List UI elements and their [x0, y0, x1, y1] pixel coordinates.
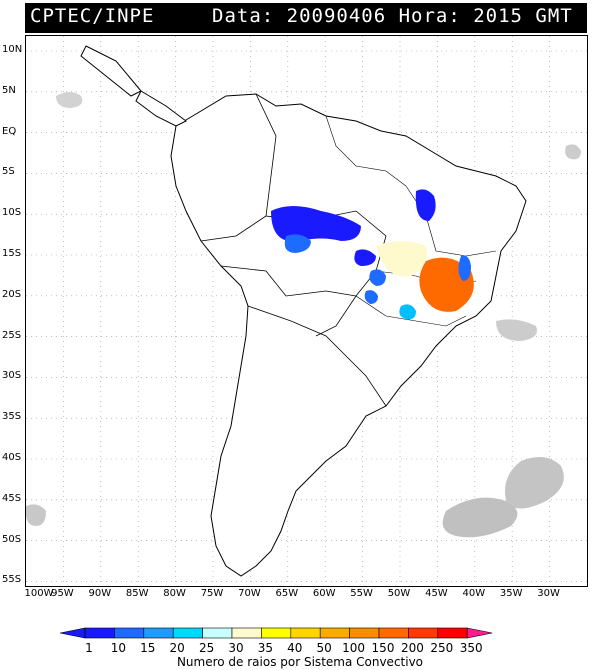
legend-tick-label: 20	[169, 641, 185, 655]
header-org: CPTEC/INPE	[30, 5, 155, 27]
lon-label-95w: 95W	[51, 588, 74, 599]
legend-tick-label: 1	[85, 641, 93, 655]
lat-label-55s: 55S	[2, 574, 22, 586]
color-legend: 1 10 15 20 25 30 35 40 50 100 150 200 250 350	[0, 625, 600, 670]
legend-swatch	[172, 627, 203, 639]
legend-swatch	[437, 627, 468, 639]
lat-label-10n: 10N	[2, 44, 23, 55]
continent-outline	[80, 45, 527, 577]
lon-label-60w: 60W	[312, 588, 336, 599]
legend-tick-label: 25	[198, 641, 215, 655]
lon-label-35w: 35W	[499, 588, 523, 599]
legend-tick-label: 100	[342, 641, 366, 655]
lon-label-65w: 65W	[275, 588, 299, 599]
header-datetime: Data: 20090406 Hora: 2015 GMT	[212, 5, 573, 27]
lat-label-35s: 35S	[2, 411, 22, 423]
legend-left-arrow	[59, 627, 86, 639]
lon-label-45w: 45W	[425, 588, 448, 599]
legend-tick-label: 40	[287, 641, 303, 655]
map-header: CPTEC/INPE Data: 20090406 Hora: 2015 GMT	[25, 3, 587, 33]
lightning-clusters-layer	[271, 189, 474, 320]
legend-tick-label: 200	[400, 641, 424, 655]
lon-label-75w: 75W	[200, 588, 224, 599]
map-canvas	[26, 36, 587, 586]
lon-label-70w: 70W	[238, 588, 261, 599]
legend-tick-label: 15	[140, 641, 156, 655]
legend-color-bar	[59, 627, 493, 639]
lat-label-20s: 20S	[2, 288, 22, 300]
legend-swatch	[408, 627, 439, 639]
lon-label-40w: 40W	[462, 588, 486, 599]
legend-tick-label: 250	[430, 641, 454, 655]
lat-label-10s: 10S	[2, 207, 22, 219]
legend-swatch	[378, 627, 409, 639]
legend-title: Numero de raios por Sistema Convectivo	[176, 655, 424, 669]
lon-label-90w: 90W	[88, 588, 112, 599]
legend-swatch	[349, 627, 380, 639]
legend-tick-label: 35	[257, 641, 274, 655]
lat-label-45s: 45S	[2, 492, 22, 504]
legend-tick-label: 350	[459, 641, 483, 655]
legend-tick-label: 30	[228, 641, 244, 655]
lat-label-40s: 40S	[2, 452, 22, 463]
lat-label-25s: 25S	[2, 329, 22, 341]
lat-label-5s: 5S	[2, 166, 15, 178]
lon-label-30w: 30W	[537, 588, 560, 599]
lat-label-50s: 50S	[2, 533, 22, 545]
legend-swatch	[319, 627, 350, 639]
legend-swatch	[84, 627, 115, 639]
lat-label-15s: 15S	[2, 248, 22, 259]
lon-label-100w: 100W	[24, 588, 54, 599]
legend-swatch	[202, 627, 233, 639]
lat-label-30s: 30S	[2, 370, 22, 382]
lon-label-55w: 55W	[350, 588, 373, 599]
lon-label-80w: 80W	[163, 588, 186, 599]
legend-tick-label: 50	[316, 641, 332, 655]
lat-label-eq: EQ	[2, 125, 17, 137]
legend-tick-label: 150	[371, 641, 395, 655]
legend-right-arrow	[466, 627, 493, 639]
lat-label-5n: 5N	[2, 84, 16, 96]
legend-swatch	[231, 627, 262, 639]
legend-swatch	[290, 627, 321, 639]
legend-swatch	[114, 627, 145, 639]
legend-tick-label: 10	[110, 641, 127, 655]
map-frame	[25, 35, 588, 587]
lon-label-85w: 85W	[125, 588, 149, 599]
lon-label-50w: 50W	[387, 588, 411, 599]
legend-swatch	[143, 627, 174, 639]
legend-swatch	[261, 627, 292, 639]
